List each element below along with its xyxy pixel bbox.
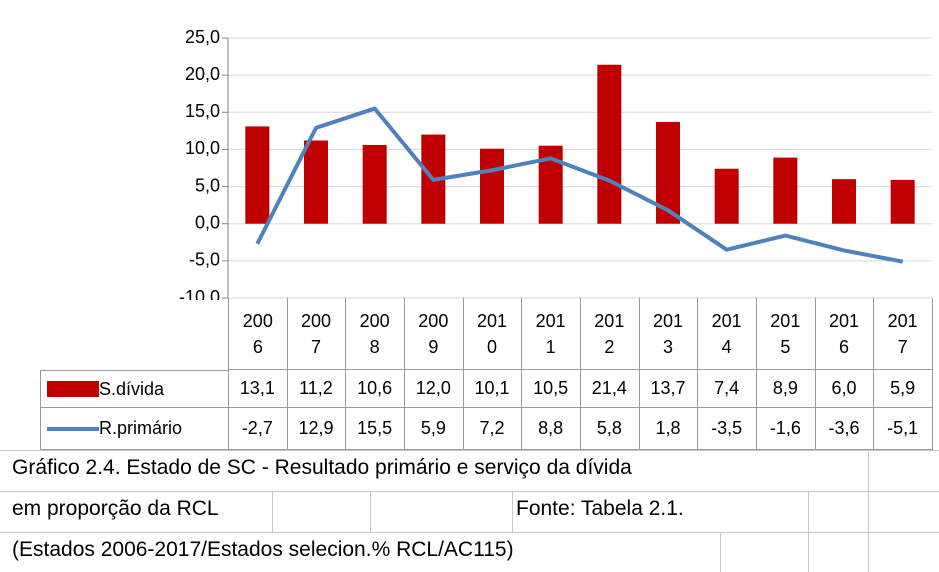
value-cell: 15,5 [345, 408, 405, 450]
value-cell: 7,4 [697, 370, 757, 408]
x-tick-label: 2006 [242, 310, 273, 357]
x-tick-label: 2016 [828, 310, 859, 357]
bar [597, 64, 622, 224]
value-cell: 12,0 [404, 370, 464, 408]
value-cell: 5,8 [580, 408, 640, 450]
caption: (Estados 2006-2017/Estados selecion.% RC… [12, 538, 514, 561]
x-tick-label: 2009 [418, 310, 449, 357]
y-tick-label: 10,0 [185, 138, 220, 158]
rule [720, 532, 721, 572]
category-cell: 2016 [814, 298, 875, 370]
value-cell: 10,5 [521, 370, 581, 408]
value-cell: -1,6 [756, 408, 816, 450]
rule [0, 450, 939, 451]
x-tick-label: 2012 [594, 310, 625, 357]
category-cell: 2014 [697, 298, 757, 370]
category-cell: 2007 [286, 298, 347, 370]
value-cell: -3,5 [697, 408, 757, 450]
plot: -10,0 -5,0 0,0 5,0 10,0 15,0 20,0 25,0 [179, 27, 932, 300]
bar [245, 126, 270, 224]
category-cell: 2017 [873, 298, 933, 370]
bar [832, 179, 856, 224]
value-cell: 7,2 [462, 408, 523, 450]
value-cell: 5,9 [873, 370, 933, 408]
legend-label: S.dívida [99, 378, 165, 399]
y-tick-label: -10,0 [179, 287, 220, 300]
value-cell: -3,6 [814, 408, 875, 450]
category-cell: 2010 [462, 298, 523, 370]
x-tick-label: 2013 [652, 310, 683, 357]
x-tick-label: 2010 [476, 310, 507, 357]
value-cell: 8,9 [756, 370, 816, 408]
rule [0, 491, 939, 492]
x-tick-label: 2011 [535, 310, 566, 357]
value-cell: 13,7 [638, 370, 699, 408]
rule [512, 491, 513, 532]
bar [890, 179, 915, 224]
bar [773, 157, 798, 224]
value-cell: 12,9 [286, 408, 347, 450]
value-cell: 10,6 [345, 370, 405, 408]
value-cell: 5,9 [404, 408, 464, 450]
value-cell: 21,4 [580, 370, 640, 408]
category-cell: 2013 [638, 298, 699, 370]
category-cell: 2006 [228, 298, 288, 370]
x-tick-label: 2015 [770, 310, 801, 357]
legend-key [47, 381, 99, 397]
x-tick-label: 2008 [359, 310, 390, 357]
x-tick-label: 2017 [887, 310, 918, 357]
category-cell: 2008 [345, 298, 405, 370]
caption: Gráfico 2.4. Estado de SC - Resultado pr… [12, 456, 632, 479]
category-cell: 2012 [580, 298, 640, 370]
y-tick-label: 20,0 [185, 64, 220, 84]
bar [304, 140, 328, 224]
bar [362, 144, 387, 224]
category-cell: 2011 [521, 298, 581, 370]
bar [480, 148, 504, 224]
legend-cell: S.dívida [40, 370, 229, 408]
y-tick-label: 0,0 [195, 212, 220, 232]
x-tick-label: 2007 [300, 310, 331, 357]
x-tick-label: 2014 [711, 310, 742, 357]
y-tick-label: -5,0 [189, 250, 220, 270]
category-cell: 2015 [756, 298, 816, 370]
value-cell: -5,1 [873, 408, 933, 450]
source: Fonte: Tabela 2.1. [516, 497, 684, 520]
value-cell: 11,2 [286, 370, 347, 408]
legend-key [47, 426, 99, 431]
value-cell: 13,1 [228, 370, 288, 408]
legend-cell: R.primário [40, 408, 229, 450]
y-tick-label: 25,0 [185, 27, 220, 47]
rule [868, 450, 869, 572]
value-cell: 6,0 [814, 370, 875, 408]
y-tick-label: 15,0 [185, 101, 220, 121]
legend-label: R.primário [99, 418, 183, 438]
value-cell: 8,8 [521, 408, 581, 450]
bar [714, 168, 739, 224]
rule [0, 532, 939, 533]
category-cell: 2009 [404, 298, 464, 370]
value-cell: 1,8 [638, 408, 699, 450]
y-tick-label: 5,0 [195, 175, 220, 195]
line [255, 106, 904, 264]
rule [370, 491, 371, 532]
rule [808, 491, 809, 572]
rule [272, 491, 273, 532]
caption: em proporção da RCL [12, 497, 219, 520]
value-cell: 10,1 [462, 370, 523, 408]
value-cell: -2,7 [228, 408, 288, 450]
